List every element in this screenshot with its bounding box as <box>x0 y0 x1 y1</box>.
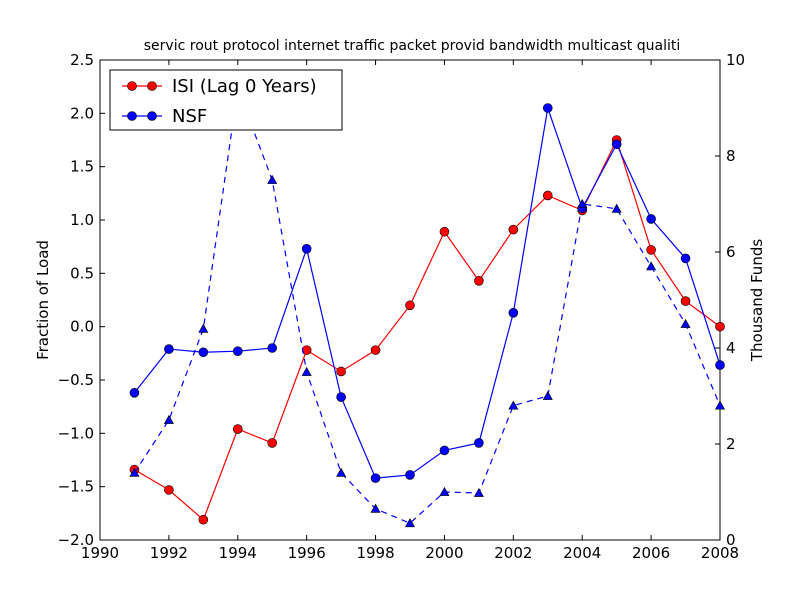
chart-title: servic rout protocol internet traffic pa… <box>144 38 680 54</box>
y-tick-label: 2.0 <box>70 104 94 122</box>
series-1-point <box>198 347 209 358</box>
series-2-point <box>680 318 691 328</box>
legend-box <box>109 69 343 131</box>
series-line-0 <box>134 138 721 521</box>
series-1-point <box>370 473 381 483</box>
y-tick-label: −2.0 <box>58 531 94 549</box>
series-0-point <box>198 514 209 525</box>
series-2-point <box>404 518 416 528</box>
y-tick-label: −0.5 <box>58 371 94 389</box>
series-1-point <box>680 253 691 264</box>
series-2-point <box>611 203 622 213</box>
series-0-point <box>646 245 656 255</box>
y2-axis-label: Thousand Funds <box>748 239 766 362</box>
series-1-point <box>232 346 243 357</box>
series-0-point <box>267 438 278 448</box>
series-2-point <box>370 503 381 513</box>
x-tick-label: 2006 <box>632 544 670 562</box>
series-2-point <box>508 400 519 410</box>
legend-label: NSF <box>172 106 207 127</box>
series-2-point <box>301 366 312 376</box>
y2-tick-label: 10 <box>726 51 745 69</box>
series-0-point <box>336 366 346 377</box>
x-tick-label: 1992 <box>150 544 188 562</box>
series-0-point <box>715 321 725 332</box>
x-tick-label: 2002 <box>494 544 532 562</box>
series-2-point <box>646 261 657 271</box>
y-tick-label: 1.5 <box>70 158 94 176</box>
series-2-point <box>163 414 174 424</box>
series-2-point <box>473 487 484 497</box>
x-tick-label: 2004 <box>563 544 601 562</box>
series-2-point <box>577 198 588 208</box>
series-0-point <box>680 296 691 306</box>
y-axis-label: Fraction of Load <box>34 240 52 360</box>
series-0-point <box>164 485 174 495</box>
series-2-point <box>267 174 278 184</box>
series-1-point <box>611 139 622 150</box>
series-2-point <box>129 467 140 477</box>
series-1-point <box>336 392 346 402</box>
legend-label: ISI (Lag 0 Years) <box>172 76 317 97</box>
y-tick-label: 0.5 <box>70 264 94 282</box>
x-tick-label: 2008 <box>701 544 739 562</box>
series-1-point <box>646 214 656 224</box>
series-2-point <box>714 400 726 410</box>
series-1-point <box>267 343 278 353</box>
series-line-1 <box>133 107 721 479</box>
series-1-point <box>129 387 140 398</box>
series-1-point <box>474 438 484 448</box>
series-0-point <box>508 224 519 235</box>
series-1-point <box>508 307 519 318</box>
y-tick-label: 2.5 <box>70 51 94 69</box>
x-tick-label: 1990 <box>81 544 119 562</box>
series-line-2 <box>133 88 721 524</box>
series-1-point <box>301 244 312 254</box>
series-2-point <box>542 390 553 400</box>
series-2-point <box>198 323 209 333</box>
y2-tick-label: 4 <box>726 339 736 357</box>
series-0-point <box>474 275 484 286</box>
series-1-point <box>715 360 725 370</box>
series-0-point <box>405 300 415 311</box>
x-tick-label: 1998 <box>356 544 394 562</box>
y2-tick-label: 0 <box>726 531 736 549</box>
legend-marker <box>127 81 137 91</box>
x-tick-label: 1996 <box>288 544 326 562</box>
plot-frame <box>99 59 721 541</box>
y-tick-label: −1.5 <box>58 478 94 496</box>
series-2-point <box>439 486 450 496</box>
series-0-point <box>542 190 553 201</box>
y2-tick-label: 2 <box>726 435 736 453</box>
x-tick-label: 2000 <box>425 544 463 562</box>
x-tick-label: 1994 <box>219 544 257 562</box>
series-1-point <box>542 103 553 113</box>
legend-marker <box>127 111 137 121</box>
y2-tick-label: 8 <box>726 147 736 165</box>
legend-marker <box>147 81 157 91</box>
y-tick-label: 0.0 <box>70 318 94 336</box>
series-1-point <box>439 445 450 456</box>
series-2-point <box>336 467 347 477</box>
y2-tick-label: 6 <box>726 243 736 261</box>
series-1-point <box>405 470 415 480</box>
y-tick-label: −1.0 <box>58 424 94 442</box>
series-1-point <box>164 344 174 354</box>
series-0-point <box>439 226 450 237</box>
series-0-point <box>232 424 243 434</box>
series-0-point <box>370 345 381 355</box>
legend-marker <box>147 111 157 121</box>
y-tick-label: 1.0 <box>70 211 94 229</box>
